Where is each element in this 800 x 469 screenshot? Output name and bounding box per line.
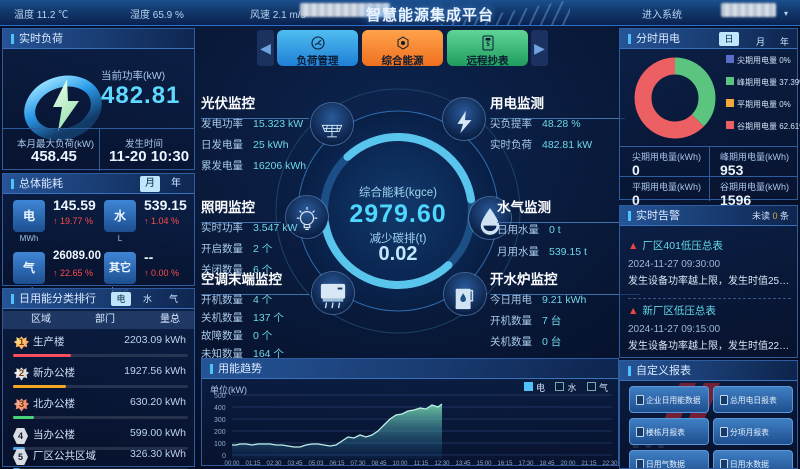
svg-text:400: 400 xyxy=(214,405,226,412)
svg-text:100: 100 xyxy=(214,441,226,448)
svg-text:08:45: 08:45 xyxy=(371,461,387,467)
svg-text:00:00: 00:00 xyxy=(224,461,240,467)
svg-text:01:15: 01:15 xyxy=(245,461,261,467)
svg-text:16:15: 16:15 xyxy=(497,461,513,467)
svg-text:300: 300 xyxy=(214,417,226,424)
svg-text:15:00: 15:00 xyxy=(476,461,492,467)
svg-text:02:30: 02:30 xyxy=(266,461,282,467)
svg-text:13:45: 13:45 xyxy=(455,461,471,467)
svg-text:03:45: 03:45 xyxy=(287,461,303,467)
svg-text:22:30: 22:30 xyxy=(602,461,618,467)
svg-text:06:15: 06:15 xyxy=(329,461,345,467)
svg-text:200: 200 xyxy=(214,429,226,436)
svg-text:10:00: 10:00 xyxy=(392,461,408,467)
svg-text:11:15: 11:15 xyxy=(414,461,429,467)
svg-text:05:03: 05:03 xyxy=(308,461,324,467)
svg-text:21:15: 21:15 xyxy=(581,461,597,467)
svg-text:07:30: 07:30 xyxy=(350,461,366,467)
svg-text:12:30: 12:30 xyxy=(434,461,450,467)
svg-text:18:45: 18:45 xyxy=(539,461,555,467)
svg-text:17:30: 17:30 xyxy=(518,461,534,467)
svg-text:5: 5 xyxy=(486,42,490,48)
svg-text:20:00: 20:00 xyxy=(560,461,576,467)
svg-text:500: 500 xyxy=(214,393,226,400)
svg-text:0: 0 xyxy=(222,453,226,460)
